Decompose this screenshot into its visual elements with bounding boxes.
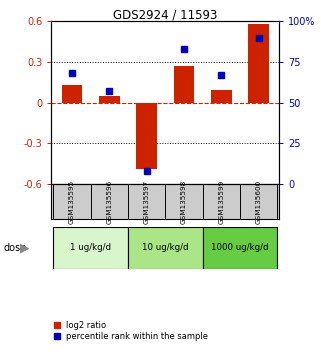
Text: GSM135595: GSM135595: [69, 179, 75, 224]
Bar: [128, 227, 203, 269]
Bar: [99, 96, 119, 103]
Text: GSM135597: GSM135597: [143, 179, 150, 224]
Text: 1 ug/kg/d: 1 ug/kg/d: [70, 243, 111, 252]
Text: dose: dose: [3, 243, 26, 253]
Legend: log2 ratio, percentile rank within the sample: log2 ratio, percentile rank within the s…: [52, 319, 210, 343]
Bar: [53, 227, 128, 269]
Text: 10 ug/kg/d: 10 ug/kg/d: [142, 243, 188, 252]
Bar: [248, 24, 269, 103]
Bar: [203, 227, 277, 269]
Bar: [211, 90, 232, 103]
Text: GSM135596: GSM135596: [106, 179, 112, 224]
Text: ▶: ▶: [20, 241, 29, 254]
Text: 1000 ug/kg/d: 1000 ug/kg/d: [211, 243, 269, 252]
Text: GSM135599: GSM135599: [218, 179, 224, 224]
Bar: [62, 85, 82, 103]
Bar: [174, 66, 194, 103]
Text: GSM135600: GSM135600: [256, 179, 262, 224]
Bar: [136, 103, 157, 169]
Text: GSM135598: GSM135598: [181, 179, 187, 224]
Title: GDS2924 / 11593: GDS2924 / 11593: [113, 8, 218, 21]
